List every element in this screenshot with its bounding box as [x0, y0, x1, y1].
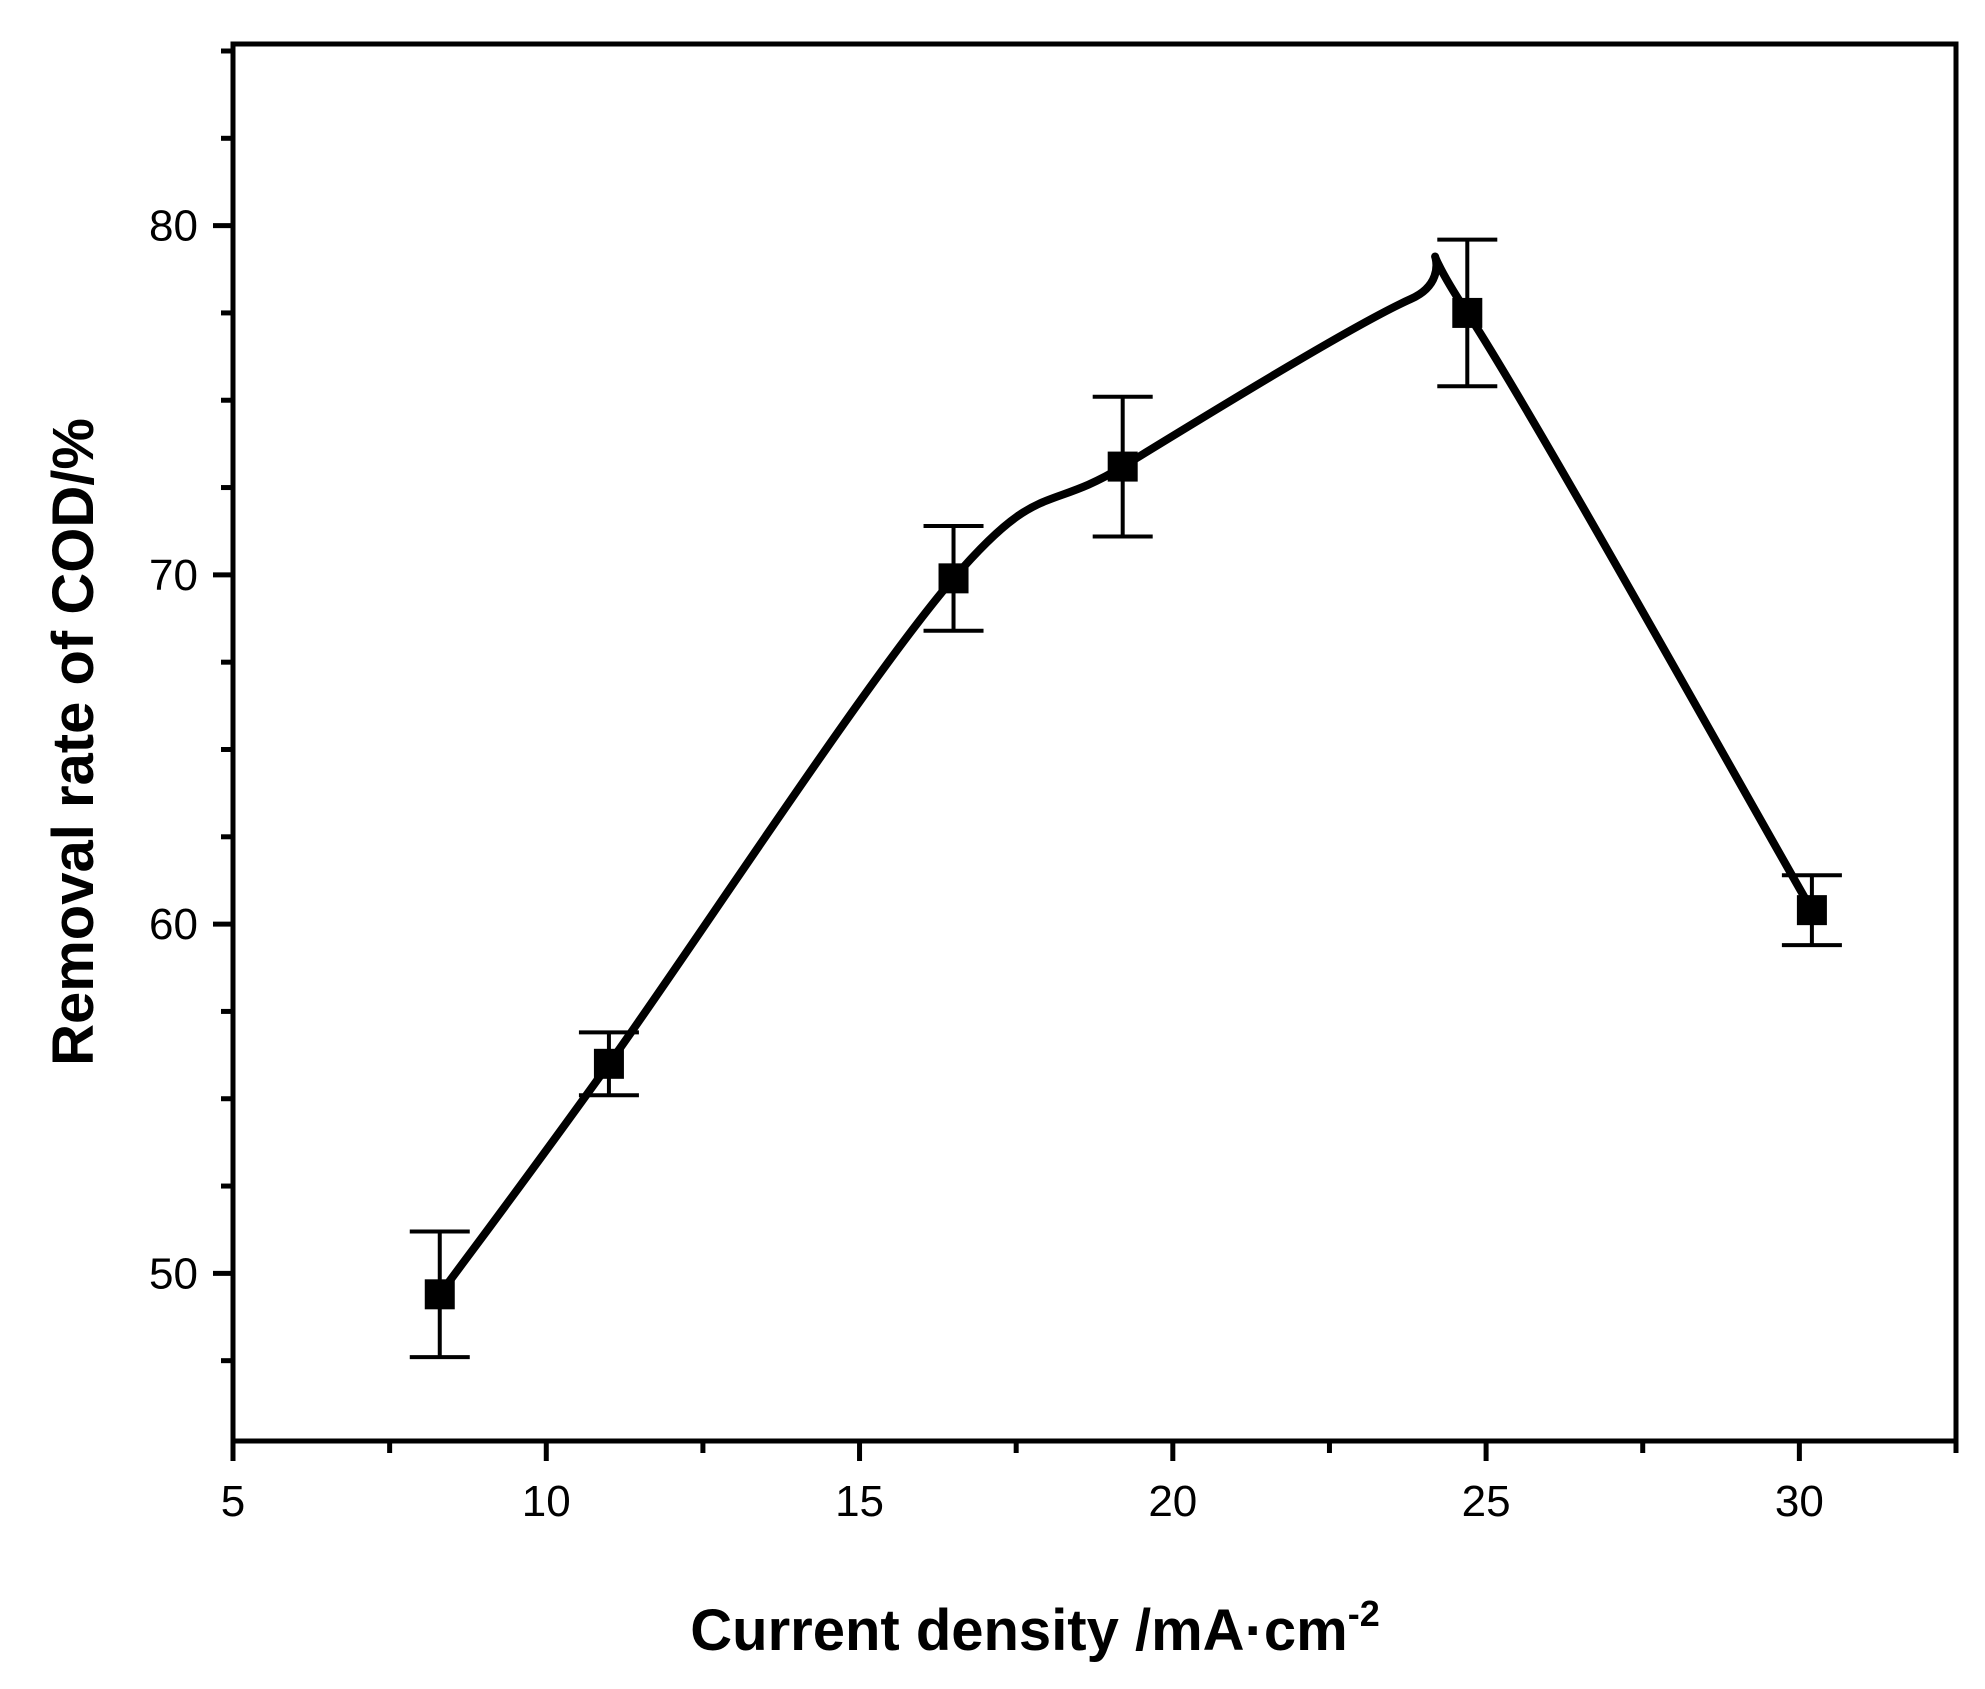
x-tick-label: 25 — [1462, 1477, 1511, 1526]
data-point-marker — [1796, 895, 1827, 926]
y-tick-label: 80 — [149, 202, 198, 251]
y-axis-title: Removal rate of COD/% — [41, 418, 106, 1066]
y-tick-label: 70 — [149, 551, 198, 600]
y-axis: 50 60 70 80 — [149, 48, 233, 1364]
data-point-marker — [593, 1048, 624, 1079]
data-point-marker — [938, 563, 969, 594]
x-tick-label: 5 — [221, 1477, 245, 1526]
y-tick-label: 60 — [149, 900, 198, 949]
x-axis: 5 10 15 20 25 30 — [221, 1441, 1959, 1526]
x-tick-label: 15 — [835, 1477, 884, 1526]
data-point-marker — [424, 1279, 455, 1310]
data-point-marker — [1452, 297, 1483, 328]
series-curve — [435, 252, 1816, 1299]
x-axis-title: Current density /mA·cm-2 — [690, 1593, 1379, 1663]
error-bars — [409, 237, 1842, 1360]
plot-frame — [230, 41, 1959, 1444]
x-tick-label: 30 — [1775, 1477, 1824, 1526]
x-tick-label: 20 — [1148, 1477, 1197, 1526]
y-tick-label: 50 — [149, 1249, 198, 1298]
data-markers — [424, 297, 1827, 1310]
data-point-marker — [1107, 451, 1138, 482]
x-tick-label: 10 — [522, 1477, 571, 1526]
